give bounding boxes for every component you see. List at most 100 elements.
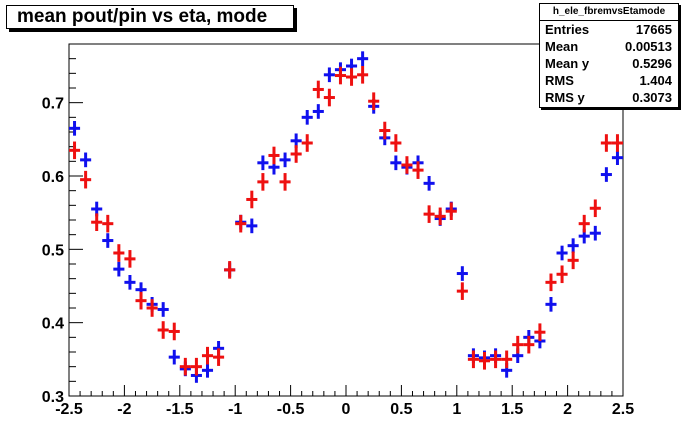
data-point	[301, 110, 313, 125]
data-point	[168, 349, 180, 365]
data-point	[224, 261, 236, 279]
data-point	[600, 134, 612, 152]
stats-row-mean: Mean 0.00513	[540, 38, 678, 55]
x-tick-label: 1	[452, 401, 461, 418]
data-point	[589, 199, 601, 218]
data-point	[434, 207, 446, 226]
data-point	[390, 155, 402, 171]
data-point	[290, 145, 302, 163]
data-point	[246, 190, 258, 209]
stats-value: 1.404	[639, 73, 672, 88]
data-point	[346, 68, 358, 86]
x-axis-tick-labels: -2.5 -2 -1.5 -1 -0.5 0 0.5 1 1.5 2 2.5	[55, 401, 634, 418]
data-point	[611, 134, 623, 152]
data-point	[279, 152, 291, 168]
y-tick-label: 0.6	[42, 169, 64, 186]
data-point	[157, 302, 169, 317]
stats-row-rms-y: RMS y 0.3073	[540, 89, 678, 106]
data-point	[124, 250, 136, 268]
stats-label: Mean	[545, 39, 579, 54]
data-point	[80, 152, 92, 168]
data-point	[611, 150, 623, 165]
data-point	[113, 261, 125, 277]
y-tick-label: 0.5	[42, 242, 64, 259]
data-point	[323, 67, 335, 83]
x-tick-label: -2	[117, 401, 131, 418]
data-point	[567, 251, 579, 270]
data-point	[412, 161, 424, 179]
data-point	[257, 155, 269, 171]
stats-row-rms: RMS 1.404	[540, 72, 678, 89]
stats-value: 0.3073	[632, 90, 672, 105]
data-point	[323, 88, 335, 107]
data-point	[357, 51, 369, 66]
data-point	[113, 244, 125, 262]
y-tick-label: 0.3	[42, 389, 64, 406]
data-point	[578, 214, 590, 233]
data-point	[456, 282, 468, 300]
y-tick-label: 0.7	[42, 96, 64, 113]
data-point	[168, 322, 180, 341]
data-point	[357, 66, 369, 84]
data-point	[589, 225, 601, 241]
y-tick-label: 0.4	[42, 316, 64, 333]
stats-row-entries: Entries 17665	[540, 21, 678, 38]
data-point	[80, 170, 92, 189]
data-point	[235, 214, 247, 233]
chart-title-text: mean pout/pin vs eta, mode	[17, 6, 268, 27]
data-point	[334, 66, 346, 85]
data-point	[501, 350, 513, 369]
data-point	[301, 134, 313, 152]
data-point	[257, 173, 269, 191]
data-point	[556, 265, 568, 284]
stats-label: RMS	[545, 73, 574, 88]
x-tick-label: -0.5	[277, 401, 305, 418]
data-point	[534, 323, 546, 341]
chart-title: mean pout/pin vs eta, mode	[6, 5, 294, 29]
data-point	[467, 350, 479, 369]
data-point	[246, 218, 258, 234]
data-point	[512, 335, 524, 354]
data-point	[545, 297, 557, 312]
data-point	[124, 275, 136, 290]
data-point	[545, 273, 557, 292]
series-1	[69, 66, 623, 376]
data-point	[157, 321, 169, 339]
x-tick-label: 0.5	[390, 401, 412, 418]
stats-label: Entries	[545, 22, 590, 37]
data-point	[390, 134, 402, 152]
data-point	[478, 352, 491, 370]
data-point	[490, 350, 502, 369]
data-point	[600, 167, 612, 182]
data-point	[201, 363, 214, 378]
data-point	[279, 173, 291, 191]
data-point	[379, 121, 391, 140]
data-point	[368, 92, 380, 110]
data-series	[69, 51, 623, 383]
data-point	[445, 202, 457, 220]
data-point	[456, 266, 468, 281]
stats-box: h_ele_fbremvsEtamode Entries 17665 Mean …	[539, 3, 679, 108]
data-point	[201, 346, 214, 365]
x-tick-label: -1	[228, 401, 242, 418]
stats-label: RMS y	[545, 90, 585, 105]
data-point	[312, 80, 324, 99]
x-tick-label: 1.5	[501, 401, 523, 418]
data-point	[268, 146, 280, 165]
stats-value: 17665	[635, 22, 672, 37]
data-point	[102, 233, 114, 248]
stats-value: 0.5296	[632, 56, 672, 71]
stats-row-mean-y: Mean y 0.5296	[540, 55, 678, 72]
data-point	[423, 176, 435, 191]
data-point	[135, 291, 147, 310]
data-point	[567, 238, 579, 253]
x-tick-label: 2.5	[612, 401, 634, 418]
data-point	[69, 121, 81, 136]
y-axis-tick-labels: 0.3 0.4 0.5 0.6 0.7	[42, 96, 64, 406]
data-point	[190, 357, 202, 376]
stats-label: Mean y	[545, 56, 590, 71]
x-tick-label: -1.5	[166, 401, 194, 418]
data-point	[556, 245, 568, 261]
data-point	[523, 335, 535, 354]
x-tick-label: -2.5	[55, 401, 83, 418]
